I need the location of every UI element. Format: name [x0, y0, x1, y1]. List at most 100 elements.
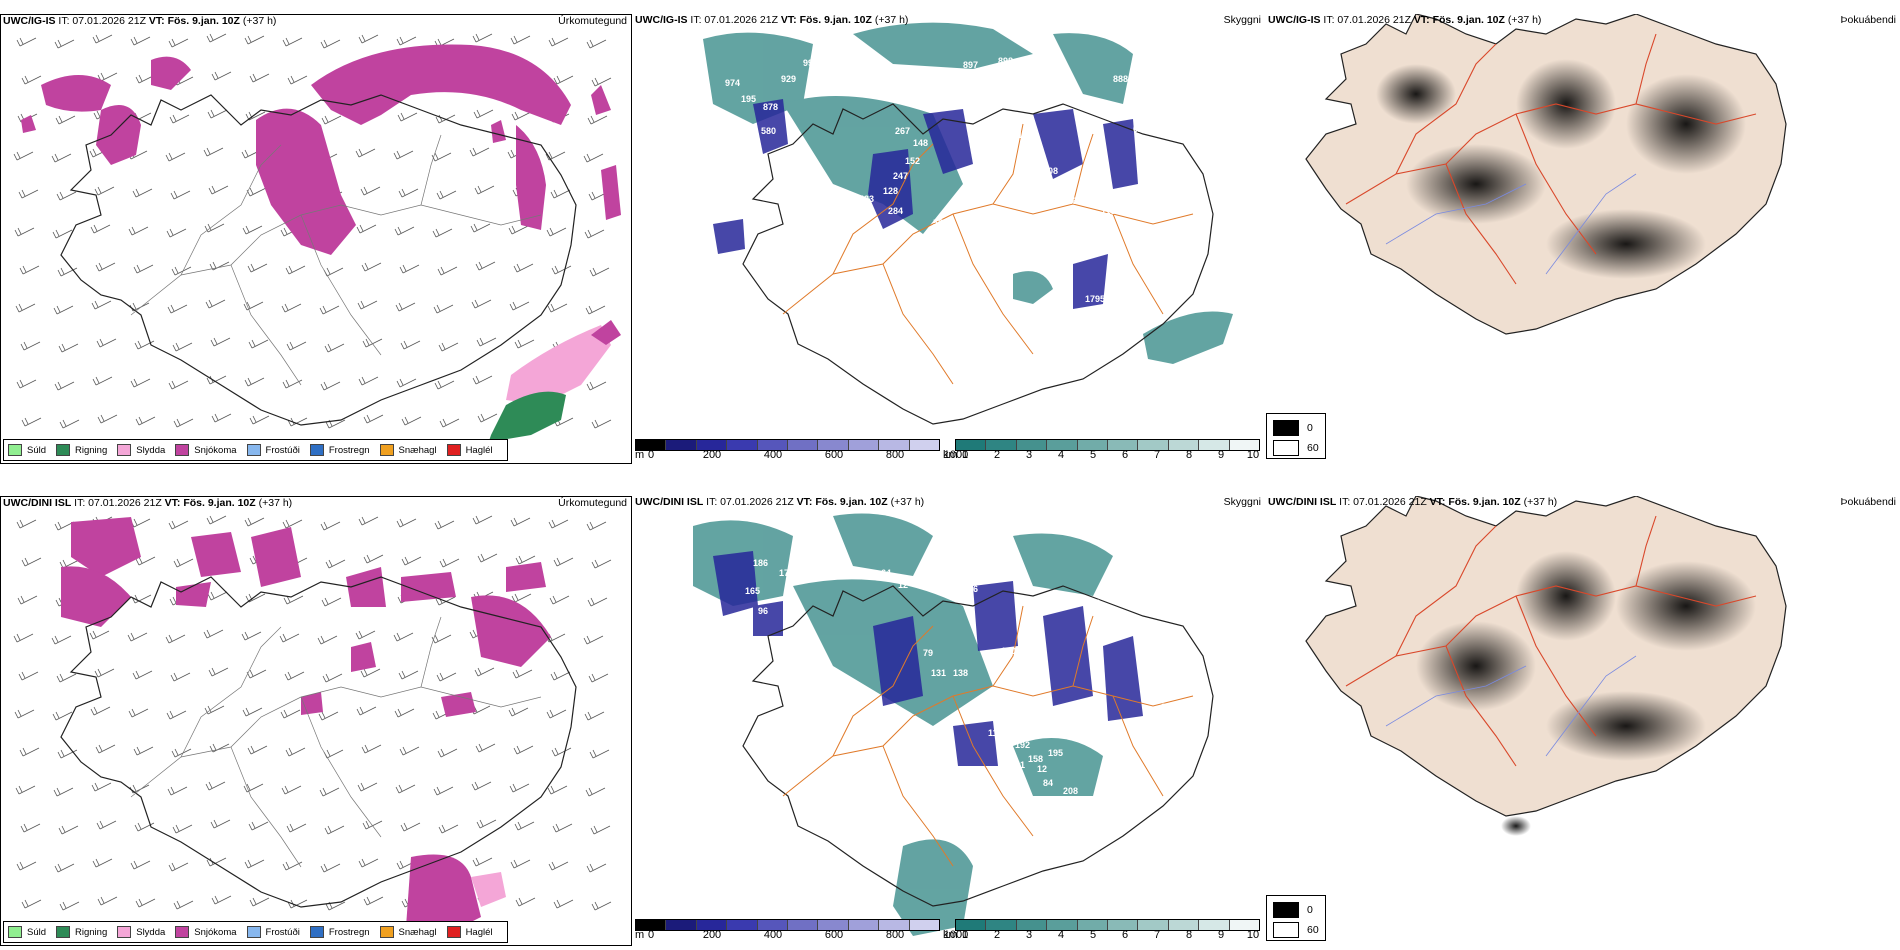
fog-min-swatch: [1273, 440, 1299, 456]
height-label: 96: [758, 606, 768, 616]
cloud-panel-2: 987 974 186 172 165 96 64 12 126 188 114 786 79 131 13…: [633, 496, 1265, 946]
sleet-area: [471, 872, 506, 907]
legend-swatch: [8, 926, 22, 938]
wind-barb: [287, 75, 308, 85]
colorbar-segment: [696, 920, 728, 930]
height-label: 993: [803, 58, 818, 68]
wind-barb: [361, 744, 382, 754]
wind-barb: [247, 263, 268, 273]
wind-barb: [434, 520, 455, 530]
wind-barb: [591, 77, 612, 87]
wind-barb: [548, 37, 569, 47]
wind-barb: [205, 781, 226, 791]
wind-barb: [56, 191, 77, 201]
wind-barb: [203, 629, 224, 639]
wind-barb: [16, 861, 37, 871]
wind-barb: [363, 554, 384, 564]
wind-barb: [476, 337, 497, 347]
wind-barb: [282, 519, 303, 529]
wind-barb: [472, 857, 493, 867]
wind-barb: [471, 299, 492, 309]
wind-barb: [211, 413, 232, 423]
height-label: 878: [763, 102, 778, 112]
fog-min-swatch: [1273, 922, 1299, 938]
colorbar-segment: [1077, 440, 1109, 450]
colorbar-segment: [879, 440, 910, 450]
wind-barb: [167, 786, 188, 796]
wind-barb: [548, 519, 569, 529]
wind-barb: [286, 341, 307, 351]
wind-barb: [207, 591, 228, 601]
wind-barb: [135, 416, 156, 426]
wind-barb: [470, 223, 491, 233]
roads-orange: [782, 605, 1194, 867]
legend-swatch: [56, 926, 71, 938]
wind-barb: [362, 338, 383, 348]
height-label: 178: [1053, 302, 1068, 312]
height-label: 188: [1085, 598, 1100, 608]
iceland-outline: [60, 576, 577, 908]
wind-barb: [51, 635, 72, 645]
wind-barb: [208, 667, 229, 677]
fog-map-2: [1305, 496, 1787, 836]
height-label: 247: [893, 171, 908, 181]
wind-barb: [548, 861, 569, 871]
wind-barb: [471, 781, 492, 791]
wind-barb: [57, 749, 78, 759]
wind-barb: [211, 71, 232, 81]
wind-barb: [318, 711, 339, 721]
wind-barb: [515, 897, 536, 907]
legend-swatch: [117, 444, 132, 456]
sleet-area: [506, 325, 611, 405]
colorbar-tick: 600: [824, 449, 844, 461]
wind-barb: [435, 114, 456, 124]
height-label: 255: [948, 256, 963, 266]
wind-barb: [434, 380, 455, 390]
wind-barb: [53, 305, 74, 315]
wind-barb: [514, 821, 535, 831]
precip-panel-2: UWC/DINI ISL IT: 07.01.2026 21Z VT: Fös.…: [0, 496, 632, 946]
height-label: 898: [998, 56, 1013, 66]
fog-legend-1: 0 60: [1266, 413, 1326, 459]
unit-label: m: [635, 929, 645, 941]
wind-barb: [130, 518, 151, 528]
wind-barb: [59, 419, 80, 429]
height-label: 518: [1131, 88, 1146, 98]
wind-barb: [325, 559, 346, 569]
colorbar-segment: [727, 440, 758, 450]
wind-barb: [584, 229, 605, 239]
wind-barb: [208, 185, 229, 195]
wind-barb: [439, 558, 460, 568]
height-colorbar-2: [635, 919, 940, 931]
wind-barb: [130, 36, 151, 46]
legend-swatch: [246, 444, 261, 456]
wind-barb: [400, 822, 421, 832]
legend-swatch: [446, 926, 461, 938]
wind-barb: [324, 825, 345, 835]
precip-map-1: [13, 33, 621, 450]
wind-barb: [130, 860, 151, 870]
colorbar-segment: [1229, 440, 1260, 450]
legend-swatch: [175, 444, 190, 456]
colorbar-tick: 3: [1025, 929, 1033, 941]
wind-barb: [172, 824, 193, 834]
wind-barb: [173, 900, 194, 910]
wind-barb: [281, 303, 302, 313]
wind-barb: [281, 785, 302, 795]
height-label: 192: [1015, 740, 1030, 750]
wind-barb: [92, 34, 113, 44]
colorbar-segment: [909, 920, 940, 930]
height-label: 128: [728, 136, 743, 146]
wind-barb: [129, 784, 150, 794]
wind-barb: [320, 521, 341, 531]
wind-barb: [546, 709, 567, 719]
colorbar-segment: [1199, 920, 1230, 930]
colorbar-segment: [1016, 440, 1048, 450]
wind-barb: [132, 670, 153, 680]
wind-barb: [550, 189, 571, 199]
wind-barb: [20, 341, 41, 351]
wind-barb: [21, 75, 42, 85]
wind-barb: [243, 301, 264, 311]
wind-barb: [319, 787, 340, 797]
